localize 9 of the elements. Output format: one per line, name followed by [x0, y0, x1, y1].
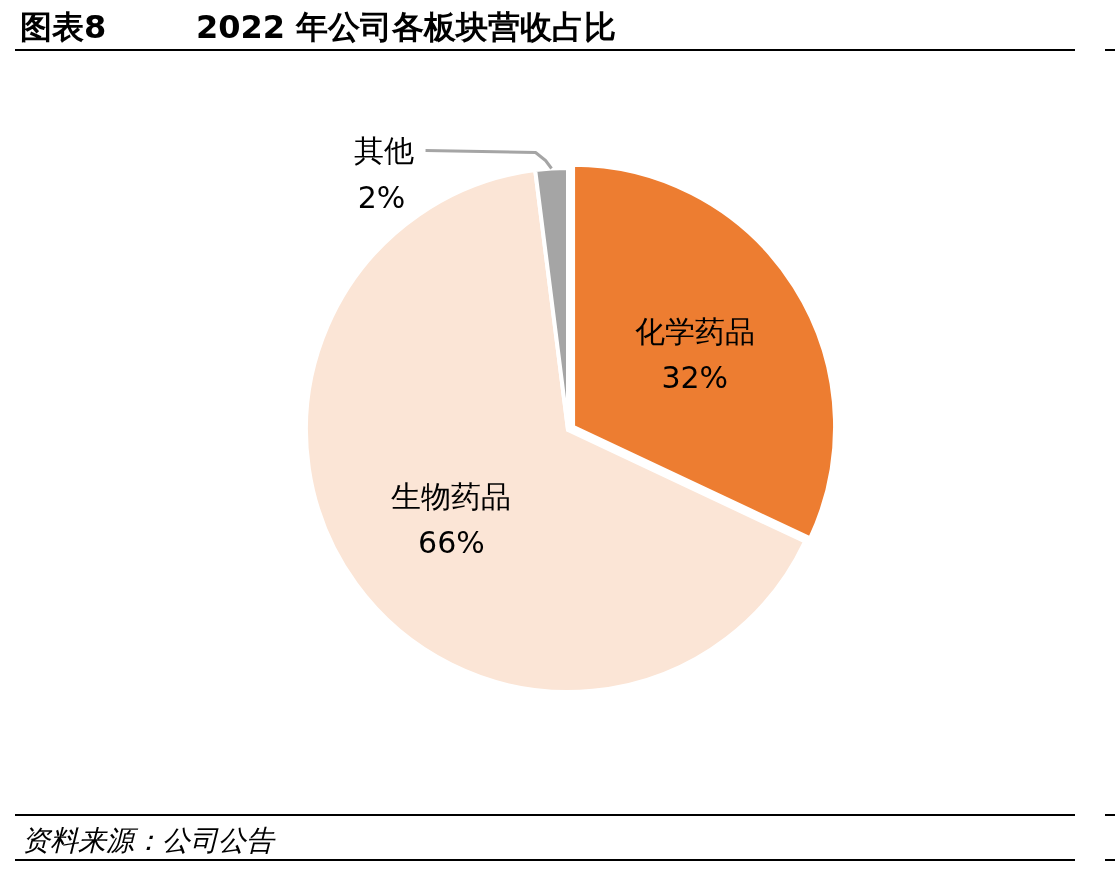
data-label: 66%: [418, 524, 485, 560]
chart-subtitle: 2022 年公司各板块营收占比: [196, 8, 617, 46]
text: 资料来源：公司公告: [22, 824, 276, 857]
data-label: 2%: [357, 179, 406, 215]
slice-label: 其他: [353, 132, 414, 168]
slice-label: 化学药品: [634, 313, 755, 349]
slice-label: 生物药品: [391, 478, 512, 514]
data-label: 32%: [661, 359, 729, 395]
chart-title: 图表8: [20, 8, 107, 46]
